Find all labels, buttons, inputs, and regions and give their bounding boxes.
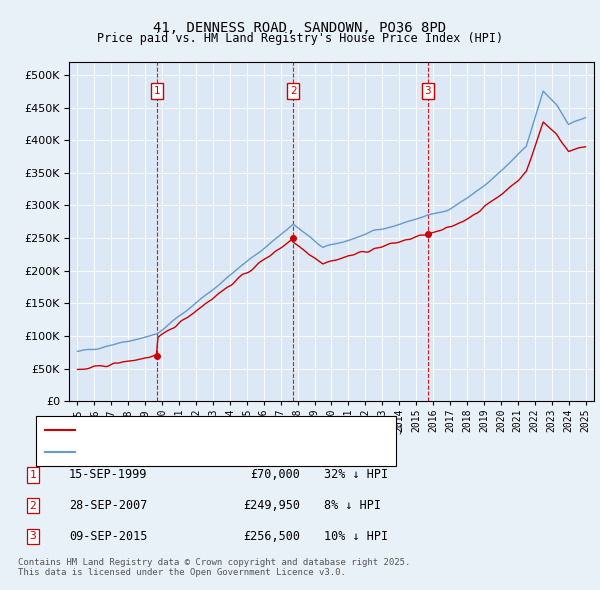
Text: 8% ↓ HPI: 8% ↓ HPI — [324, 499, 381, 512]
Text: 41, DENNESS ROAD, SANDOWN, PO36 8PD: 41, DENNESS ROAD, SANDOWN, PO36 8PD — [154, 21, 446, 35]
Text: 32% ↓ HPI: 32% ↓ HPI — [324, 468, 388, 481]
Text: 41, DENNESS ROAD, SANDOWN, PO36 8PD (detached house): 41, DENNESS ROAD, SANDOWN, PO36 8PD (det… — [79, 425, 404, 435]
Text: 10% ↓ HPI: 10% ↓ HPI — [324, 530, 388, 543]
Text: 28-SEP-2007: 28-SEP-2007 — [69, 499, 148, 512]
Text: 3: 3 — [29, 532, 37, 541]
Text: £249,950: £249,950 — [243, 499, 300, 512]
Text: 15-SEP-1999: 15-SEP-1999 — [69, 468, 148, 481]
Text: 09-SEP-2015: 09-SEP-2015 — [69, 530, 148, 543]
Text: 1: 1 — [29, 470, 37, 480]
Text: 2: 2 — [29, 501, 37, 510]
Text: £256,500: £256,500 — [243, 530, 300, 543]
Text: 3: 3 — [425, 86, 431, 96]
Text: 2: 2 — [290, 86, 296, 96]
Text: £70,000: £70,000 — [250, 468, 300, 481]
Text: 1: 1 — [154, 86, 161, 96]
Text: Price paid vs. HM Land Registry's House Price Index (HPI): Price paid vs. HM Land Registry's House … — [97, 32, 503, 45]
Text: Contains HM Land Registry data © Crown copyright and database right 2025.
This d: Contains HM Land Registry data © Crown c… — [18, 558, 410, 577]
Text: HPI: Average price, detached house, Isle of Wight: HPI: Average price, detached house, Isle… — [79, 447, 385, 457]
